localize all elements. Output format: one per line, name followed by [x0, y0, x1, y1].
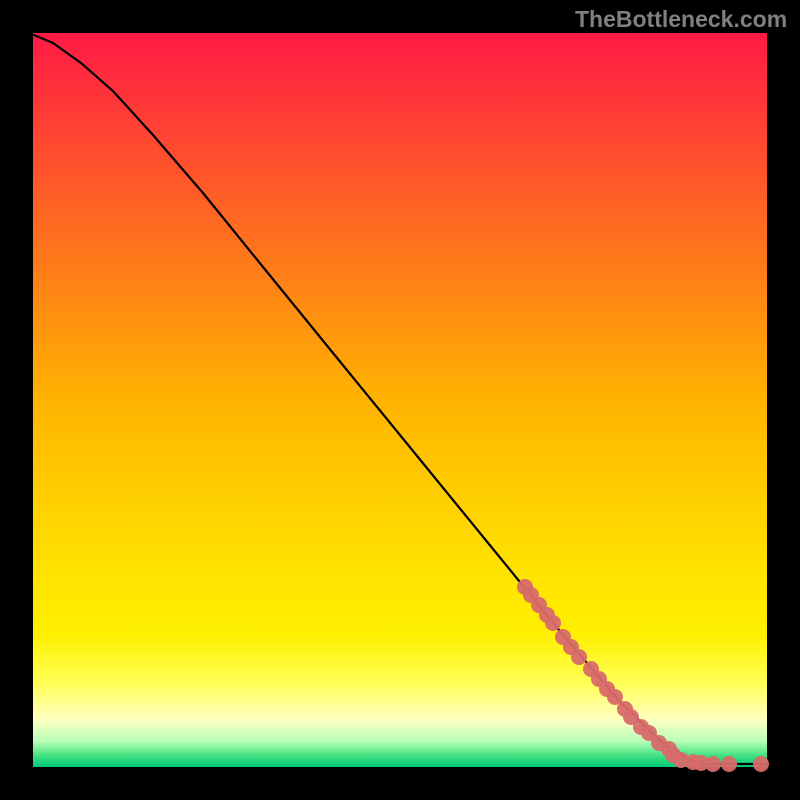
data-marker	[545, 615, 561, 631]
data-marker	[753, 756, 769, 772]
watermark-text: TheBottleneck.com	[575, 6, 787, 33]
bottleneck-chart	[0, 0, 800, 800]
data-marker	[705, 756, 721, 772]
data-marker	[571, 649, 587, 665]
data-marker	[721, 756, 737, 772]
plot-background	[33, 33, 767, 767]
